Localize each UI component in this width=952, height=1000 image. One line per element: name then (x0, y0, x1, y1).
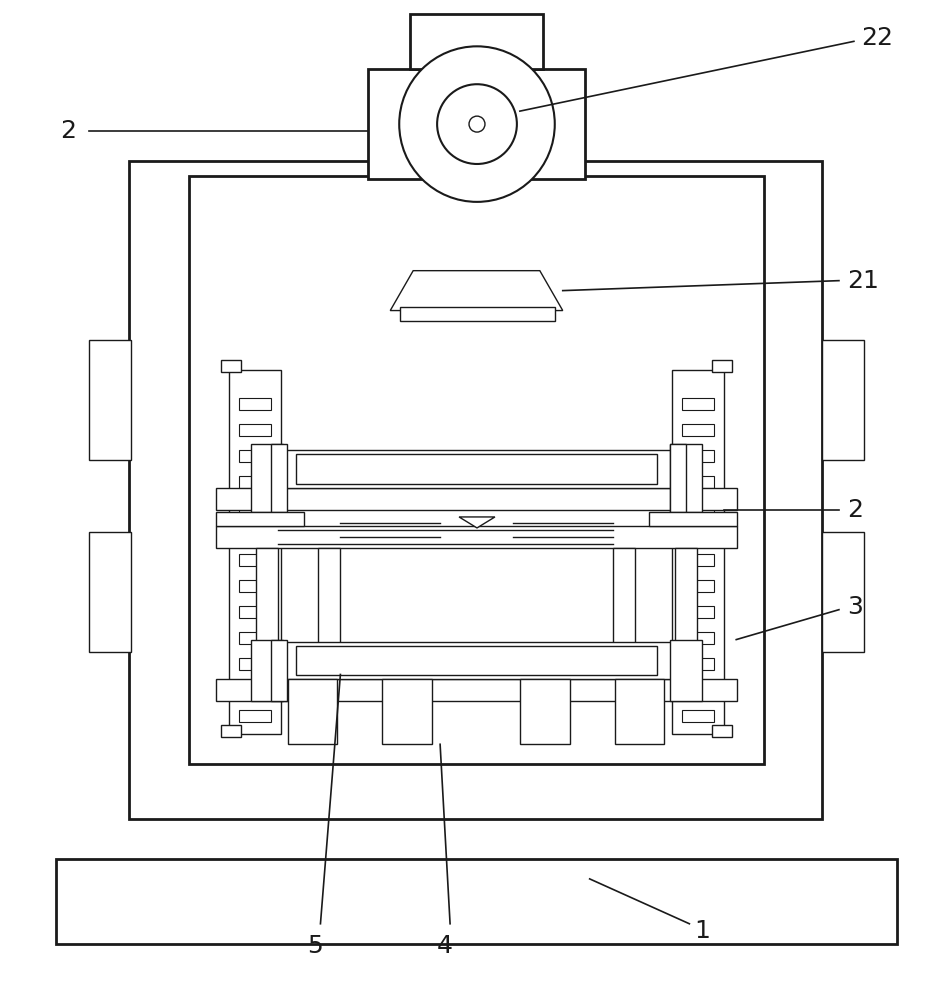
Bar (682, 710, 714, 722)
Bar (238, 398, 270, 410)
Bar (270, 444, 287, 512)
Text: 2: 2 (60, 119, 76, 143)
Circle shape (468, 116, 485, 132)
Bar (520, 679, 569, 744)
Bar (238, 554, 270, 566)
Bar (382, 679, 431, 744)
Bar (682, 476, 714, 488)
Bar (56, 859, 896, 944)
Bar (669, 444, 702, 512)
Bar (238, 684, 270, 696)
Bar (822, 532, 863, 652)
Bar (682, 632, 714, 644)
Bar (682, 606, 714, 618)
Text: 21: 21 (846, 269, 878, 293)
Polygon shape (389, 271, 563, 311)
Bar (272, 642, 680, 679)
Bar (228, 370, 280, 734)
Bar (295, 646, 657, 675)
Bar (255, 548, 277, 658)
Text: 3: 3 (846, 595, 862, 619)
Bar (711, 360, 731, 372)
Bar (250, 444, 283, 512)
Bar (238, 632, 270, 644)
Bar (682, 658, 714, 670)
Bar (318, 548, 340, 658)
Bar (238, 710, 270, 722)
Circle shape (437, 84, 516, 164)
Bar (711, 725, 731, 737)
Bar (221, 725, 241, 737)
Bar (682, 398, 714, 410)
Bar (682, 424, 714, 436)
Bar (682, 684, 714, 696)
Bar (89, 340, 130, 460)
Bar (682, 450, 714, 462)
Bar (89, 532, 130, 652)
Bar (238, 658, 270, 670)
Polygon shape (459, 517, 494, 528)
Bar (672, 370, 724, 734)
Bar (238, 528, 270, 540)
Bar (129, 161, 822, 819)
Bar (669, 444, 685, 512)
Bar (215, 488, 737, 510)
Bar (238, 580, 270, 592)
Bar (272, 450, 680, 488)
Bar (238, 424, 270, 436)
Bar (682, 580, 714, 592)
Text: 4: 4 (437, 934, 452, 958)
Bar (682, 502, 714, 514)
Bar (295, 454, 657, 484)
Circle shape (399, 46, 554, 202)
Bar (238, 450, 270, 462)
Bar (669, 640, 702, 701)
Bar (215, 679, 737, 701)
Text: 22: 22 (860, 26, 892, 50)
Bar (367, 69, 585, 179)
Bar (682, 528, 714, 540)
Bar (221, 360, 241, 372)
Bar (409, 14, 543, 69)
Bar (822, 340, 863, 460)
Bar (250, 640, 283, 701)
Bar (400, 307, 554, 321)
Text: 1: 1 (694, 919, 709, 943)
Bar (612, 548, 634, 658)
Bar (238, 476, 270, 488)
Bar (288, 679, 337, 744)
Bar (215, 526, 737, 548)
Bar (238, 502, 270, 514)
Bar (188, 176, 764, 764)
Bar (675, 548, 697, 658)
Text: 2: 2 (846, 498, 862, 522)
Bar (215, 512, 303, 526)
Bar (238, 606, 270, 618)
Text: 5: 5 (307, 934, 323, 958)
Bar (270, 640, 287, 701)
Bar (649, 512, 737, 526)
Bar (682, 554, 714, 566)
Bar (614, 679, 664, 744)
